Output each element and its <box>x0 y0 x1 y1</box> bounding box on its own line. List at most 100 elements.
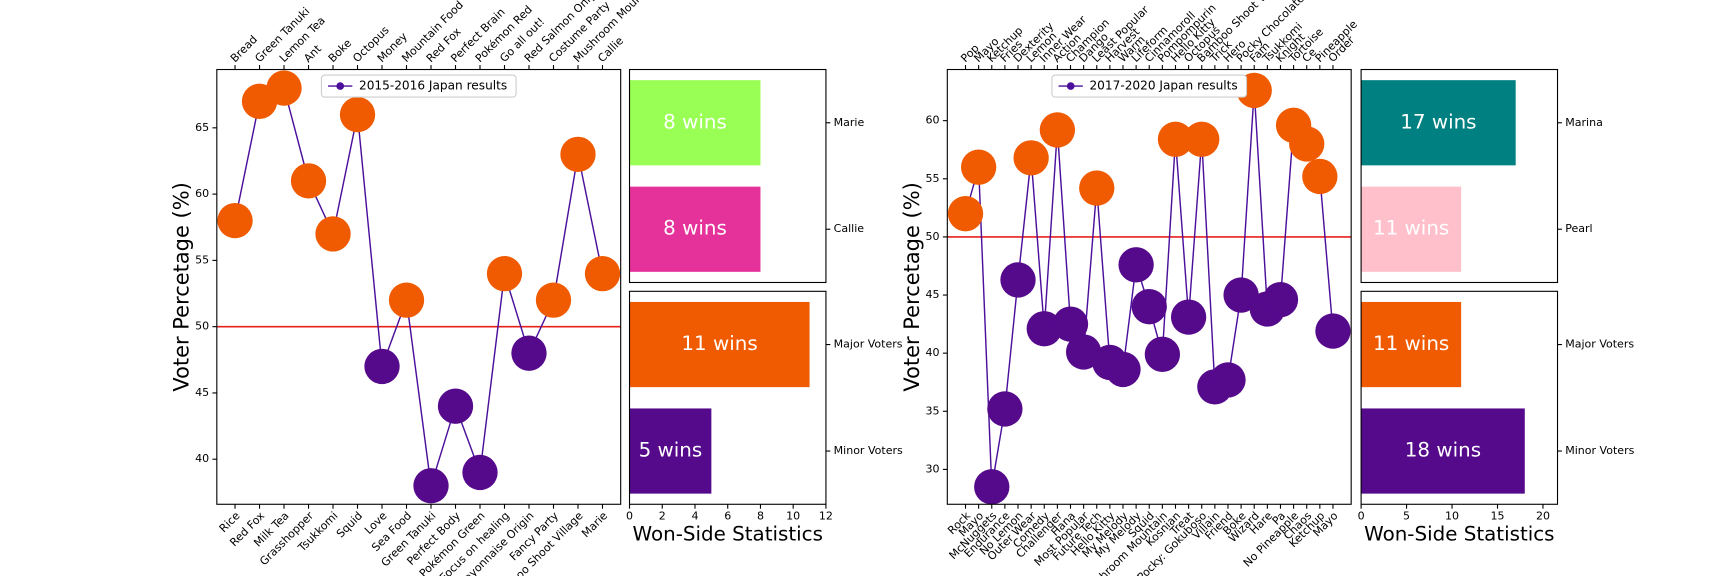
bar-label: 17 wins <box>1400 110 1476 133</box>
x-tick-label: 6 <box>724 509 731 522</box>
bar <box>629 80 761 166</box>
legend: 2015-2016 Japan results <box>320 74 517 98</box>
data-point <box>1039 112 1076 148</box>
data-point <box>1302 158 1338 195</box>
data-point <box>1131 289 1167 325</box>
y-tick-label: 50 <box>926 230 940 243</box>
bar <box>1361 186 1462 272</box>
top-tick-label: Boke <box>326 36 354 64</box>
data-point <box>486 255 523 292</box>
x-tick-label: 0 <box>626 509 633 522</box>
data-point <box>584 255 621 292</box>
y-tick-label: 60 <box>926 114 940 127</box>
y-tick-label: Callie <box>834 222 865 235</box>
data-point <box>1013 140 1049 176</box>
y-tick-label: 65 <box>195 121 209 134</box>
legend-label: 2015-2016 Japan results <box>359 79 507 93</box>
data-point <box>987 391 1023 427</box>
data-point <box>960 149 997 185</box>
bar-label: 5 wins <box>639 439 703 462</box>
x-tick-label: 10 <box>1445 509 1459 522</box>
x-tick-label: 2 <box>659 509 666 522</box>
y-tick-label: 35 <box>926 404 940 417</box>
data-point <box>1170 299 1207 335</box>
y-tick-label: Marie <box>834 116 865 129</box>
legend-marker <box>336 82 345 90</box>
bar-label: 11 wins <box>1373 332 1449 355</box>
legend: 2017-2020 Japan results <box>1051 74 1248 98</box>
legend-marker <box>1066 82 1075 90</box>
data-point <box>511 335 547 371</box>
axes-frame <box>1360 290 1559 505</box>
data-point <box>1184 121 1220 157</box>
x-axis-label: Won-Side Statistics <box>633 523 823 546</box>
data-point <box>1000 262 1036 298</box>
bar <box>629 408 712 494</box>
bar <box>1361 408 1525 494</box>
data-point <box>1105 351 1141 388</box>
x-tick-label: 10 <box>786 509 800 522</box>
x-tick-label: 20 <box>1536 509 1550 522</box>
legend-box <box>320 74 517 98</box>
bar-label: 18 wins <box>1405 439 1481 462</box>
data-point <box>1026 311 1062 347</box>
legend-box <box>1051 74 1248 98</box>
data-point <box>315 216 351 252</box>
data-point <box>1223 277 1259 313</box>
data-point <box>1118 247 1154 283</box>
data-point <box>1262 282 1299 318</box>
y-tick-label: Minor Voters <box>834 444 903 457</box>
y-tick-label: Major Voters <box>834 338 903 351</box>
data-point <box>388 282 425 318</box>
bar-label: 8 wins <box>663 110 727 133</box>
data-point <box>947 196 984 232</box>
y-tick-label: 55 <box>926 172 940 185</box>
bar-label: 11 wins <box>1373 217 1449 240</box>
axes-frame <box>1360 68 1559 284</box>
legend-label: 2017-2020 Japan results <box>1089 79 1237 93</box>
data-point <box>413 468 449 504</box>
x-tick-label: 4 <box>691 509 698 522</box>
y-tick-label: Marina <box>1565 116 1603 129</box>
axes-frame <box>946 68 1352 505</box>
bar-label: 11 wins <box>681 332 757 355</box>
data-point <box>290 163 327 199</box>
y-tick-label: 30 <box>926 462 940 475</box>
data-point <box>1210 362 1246 398</box>
y-tick-label: 45 <box>926 288 940 301</box>
y-tick-label: 55 <box>195 253 209 266</box>
y-axis-label: Voter Percetage (%) <box>900 182 924 391</box>
x-tick-label: 8 <box>757 509 764 522</box>
axes-frame <box>216 68 622 505</box>
y-axis-label: Voter Percetage (%) <box>170 182 194 391</box>
x-axis-label: Won-Side Statistics <box>1364 523 1554 546</box>
bar <box>1361 301 1462 388</box>
series-line <box>234 87 604 486</box>
y-tick-label: 40 <box>926 346 940 359</box>
bar <box>1361 80 1516 166</box>
x-tick-label: 0 <box>1358 509 1365 522</box>
y-tick-label: 45 <box>195 386 209 399</box>
x-tick-label: 5 <box>1403 509 1410 522</box>
bar <box>629 301 810 388</box>
axes-frame <box>628 290 827 505</box>
x-tick-label: 12 <box>819 509 833 522</box>
data-point <box>1079 170 1115 206</box>
data-point <box>1315 313 1351 349</box>
y-tick-label: 50 <box>195 320 209 333</box>
data-point <box>339 96 376 133</box>
data-point <box>560 136 596 173</box>
y-tick-label: Pearl <box>1565 222 1592 235</box>
y-tick-label: 40 <box>195 452 209 465</box>
axes-frame <box>628 68 827 284</box>
data-point <box>1157 121 1194 157</box>
data-point <box>462 454 498 491</box>
x-tick-label: Marie <box>579 509 610 540</box>
data-point <box>1052 306 1089 342</box>
data-point <box>266 70 302 106</box>
data-point <box>974 469 1010 505</box>
data-point <box>437 388 474 424</box>
y-tick-label: 60 <box>195 187 209 200</box>
